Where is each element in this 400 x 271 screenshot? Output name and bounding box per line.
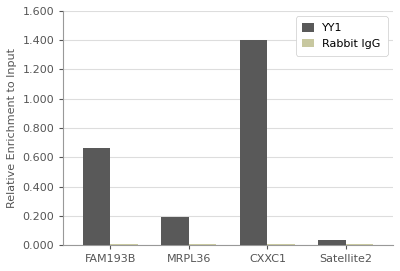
Y-axis label: Relative Enrichment to Input: Relative Enrichment to Input <box>7 48 17 208</box>
Bar <box>83 148 110 245</box>
Bar <box>110 244 138 245</box>
Bar <box>240 40 268 245</box>
Bar <box>189 244 216 245</box>
Bar <box>162 217 189 245</box>
Bar <box>346 244 374 245</box>
Bar <box>318 240 346 245</box>
Bar <box>268 244 295 245</box>
Legend: YY1, Rabbit IgG: YY1, Rabbit IgG <box>296 17 388 56</box>
